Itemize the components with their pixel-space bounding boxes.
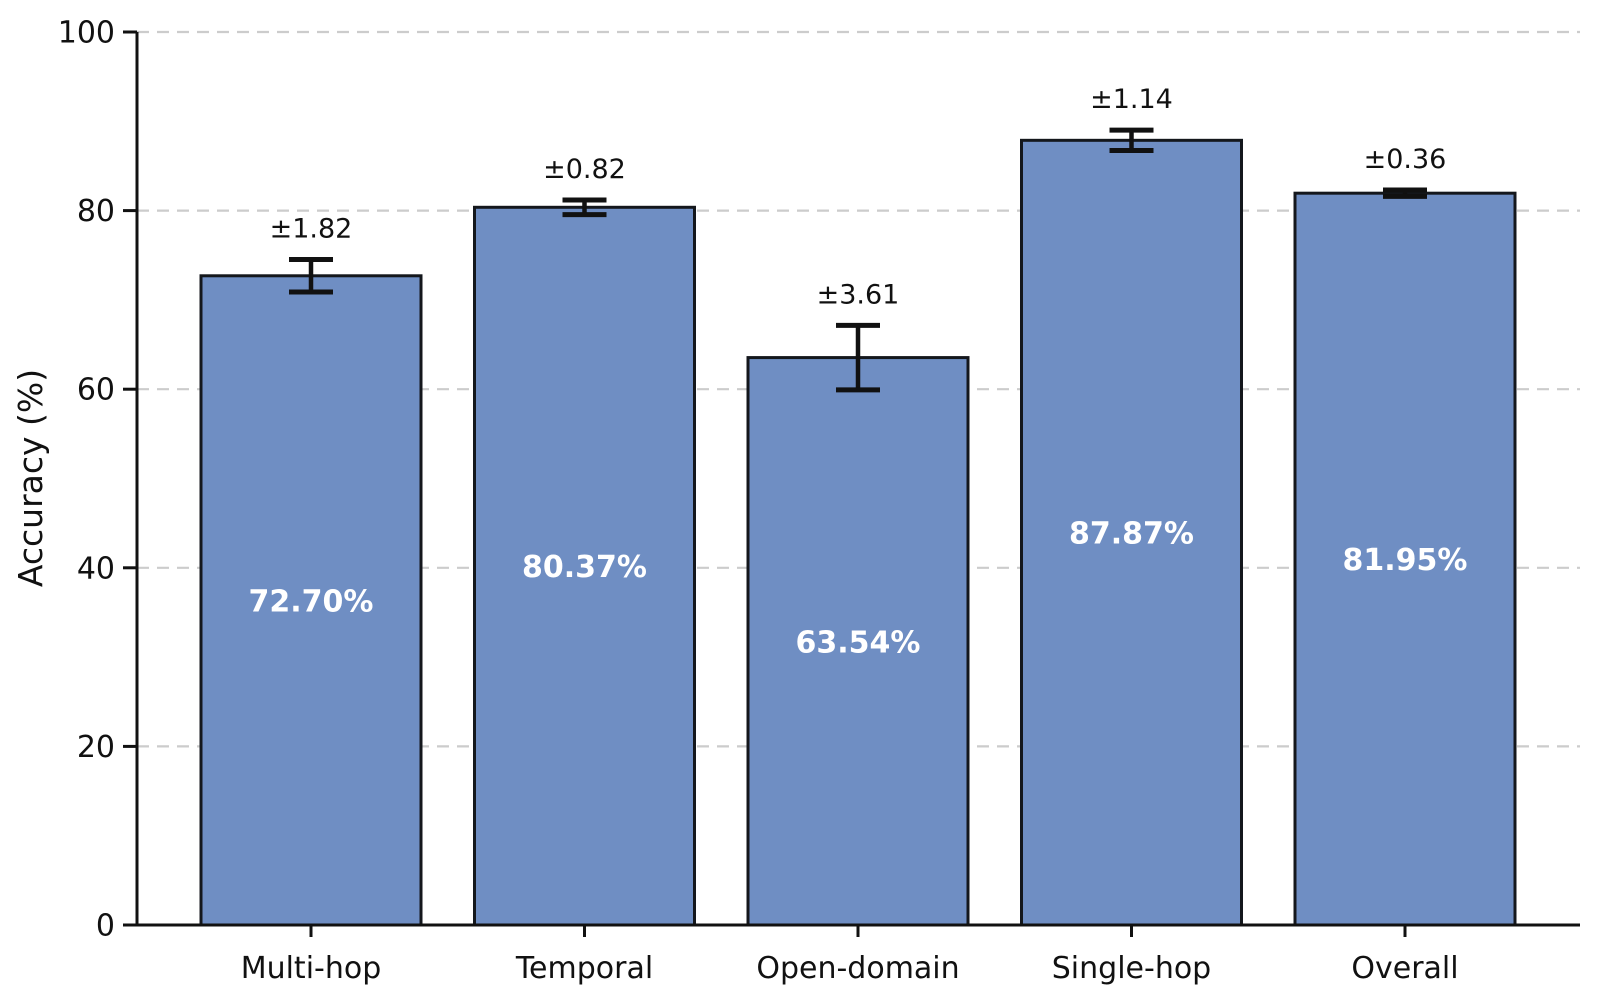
error-value-label: ±0.82 <box>543 154 626 185</box>
x-tick-label: Single-hop <box>1052 951 1211 986</box>
x-tick-label: Open-domain <box>756 951 959 986</box>
y-tick-label: 0 <box>96 909 115 944</box>
y-tick-label: 100 <box>58 16 115 51</box>
error-value-label: ±0.36 <box>1364 144 1447 175</box>
bar-value-label: 72.70% <box>249 584 374 619</box>
plot-area: ±1.82 ±0.82 ±3.61 ±1.14 ±0.36 72.70% 80.37% 63.… <box>58 16 1580 986</box>
bar-value-label: 80.37% <box>522 550 647 585</box>
y-tick-label: 40 <box>77 551 115 586</box>
x-tick-label: Temporal <box>515 951 653 986</box>
bar-value-label: 63.54% <box>796 625 921 660</box>
error-value-label: ±1.82 <box>270 214 353 245</box>
y-tick-label: 80 <box>77 194 115 229</box>
x-tick-label: Overall <box>1351 951 1458 986</box>
y-tick-label: 20 <box>77 730 115 765</box>
x-tick-label: Multi-hop <box>241 951 382 986</box>
bar-value-label: 87.87% <box>1069 517 1194 552</box>
error-value-label: ±1.14 <box>1090 84 1173 115</box>
error-value-label: ±3.61 <box>817 279 900 310</box>
y-axis-title: Accuracy (%) <box>11 369 50 587</box>
bar <box>199 274 423 927</box>
bar-value-label: 81.95% <box>1343 543 1468 578</box>
y-tick-label: 60 <box>77 373 115 408</box>
